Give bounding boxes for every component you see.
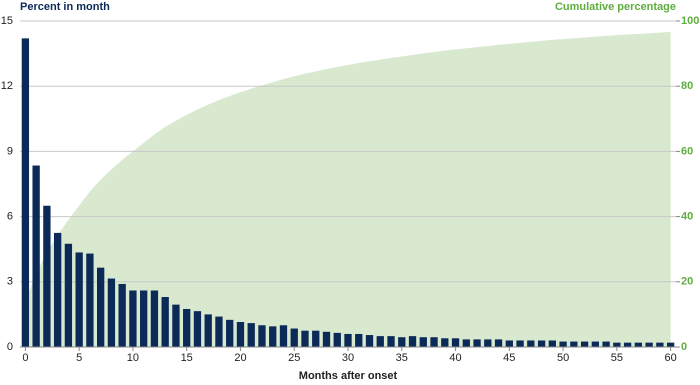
y-tick-label: 6: [7, 211, 13, 223]
bar: [494, 339, 503, 347]
y-tick-label: 12: [1, 80, 13, 92]
bar: [21, 38, 30, 348]
bar: [279, 325, 288, 347]
bar: [634, 342, 643, 347]
bar: [107, 278, 116, 347]
bar: [301, 330, 309, 347]
bar: [548, 340, 556, 347]
bar: [236, 322, 245, 347]
bar: [408, 336, 417, 347]
y2-tick-label: 20: [681, 276, 693, 288]
bar: [430, 337, 438, 347]
y2-tick-label: 40: [681, 211, 693, 223]
bar: [451, 338, 460, 347]
bar: [193, 311, 202, 347]
x-tick-label: 10: [127, 352, 139, 364]
bar: [365, 335, 374, 347]
x-tick-label: 50: [557, 352, 569, 364]
x-tick-label: 20: [234, 352, 246, 364]
bar: [398, 337, 406, 347]
bar: [322, 331, 331, 347]
x-tick-label: 15: [181, 352, 193, 364]
bar: [150, 290, 159, 347]
bar: [172, 304, 180, 347]
bar: [161, 297, 169, 347]
bar: [527, 340, 535, 347]
bar: [473, 339, 481, 347]
bar: [623, 342, 632, 347]
bar: [602, 341, 610, 347]
bar: [580, 341, 589, 347]
bar: [484, 339, 492, 347]
bar: [441, 338, 449, 347]
bar: [75, 252, 83, 347]
y-tick-label: 3: [7, 276, 13, 288]
bar: [419, 337, 427, 347]
x-tick-label: 55: [611, 352, 623, 364]
bar: [387, 336, 395, 347]
bar: [269, 326, 277, 347]
x-tick-label: 0: [22, 352, 28, 364]
y2-tick-label: 60: [681, 145, 693, 157]
x-tick-label: 5: [76, 352, 82, 364]
bar: [462, 339, 470, 347]
bar: [333, 332, 341, 347]
bar: [613, 342, 621, 347]
bar: [376, 336, 384, 347]
x-tick-label: 30: [342, 352, 354, 364]
bar: [516, 340, 524, 347]
bar: [96, 267, 105, 347]
bar: [570, 341, 578, 347]
cumulative-area: [25, 31, 671, 348]
bar: [226, 319, 234, 347]
bar: [64, 243, 73, 347]
y-tick-label: 0: [7, 341, 13, 353]
y-tick-label: 9: [7, 145, 13, 157]
bar: [656, 342, 664, 347]
bar: [645, 342, 653, 347]
bar: [129, 290, 137, 347]
bar: [559, 341, 567, 347]
bar: [355, 333, 363, 347]
bar: [43, 205, 51, 347]
x-tick-label: 35: [396, 352, 408, 364]
bar: [118, 283, 126, 347]
bar: [183, 308, 191, 347]
bar: [140, 290, 148, 347]
x-tick-label: 60: [664, 352, 676, 364]
y-axis-title: Percent in month: [20, 1, 110, 13]
y2-axis-title: Cumulative percentage: [555, 1, 676, 13]
bar: [312, 330, 320, 347]
bar: [258, 325, 266, 347]
x-tick-label: 45: [503, 352, 515, 364]
y2-tick-label: 80: [681, 80, 693, 92]
bar: [537, 340, 546, 347]
bar: [53, 232, 62, 347]
x-axis-title: Months after onset: [299, 370, 398, 382]
bar: [666, 342, 675, 347]
bar: [290, 328, 298, 347]
y2-tick-label: 0: [681, 341, 687, 353]
x-tick-label: 25: [288, 352, 300, 364]
bar: [215, 316, 223, 347]
bar: [204, 314, 212, 347]
bar: [344, 333, 352, 347]
bar: [247, 323, 255, 347]
bar: [32, 165, 40, 347]
x-tick-label: 40: [449, 352, 461, 364]
bar: [591, 341, 600, 347]
y2-tick-label: 100: [681, 15, 699, 27]
y-tick-label: 15: [1, 15, 13, 27]
bar: [505, 340, 513, 347]
bar: [86, 253, 94, 347]
